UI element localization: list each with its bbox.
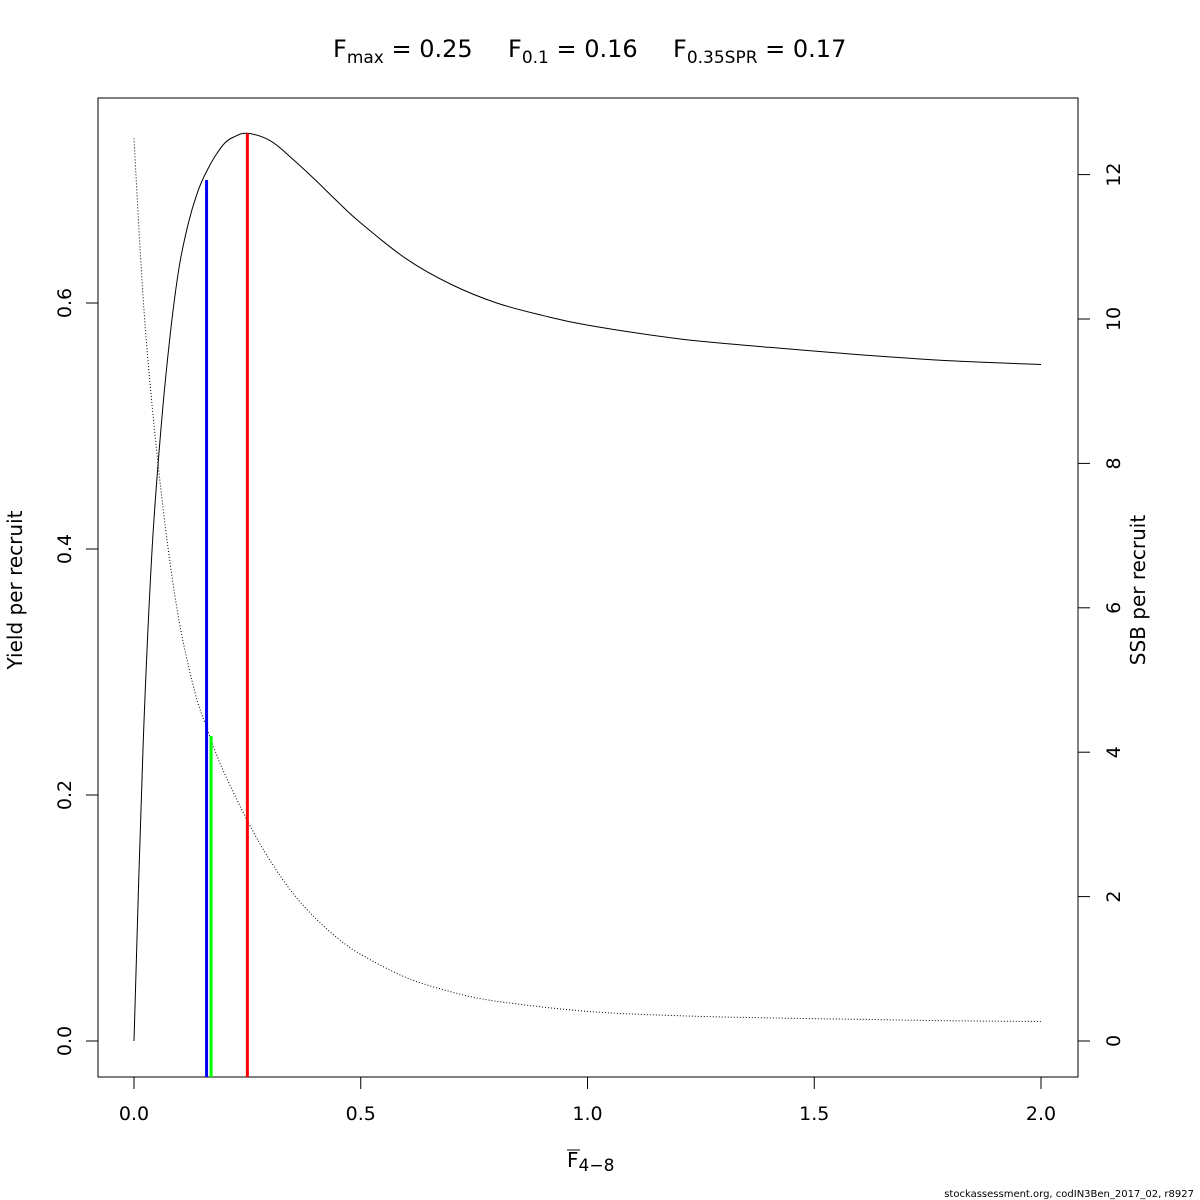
title-fspr: F0.35SPR = 0.17: [673, 35, 846, 68]
y-right-tick-label: 2: [1103, 891, 1125, 903]
y-right-tick-label: 0: [1103, 1035, 1125, 1047]
x-tick-label: 0.5: [346, 1103, 376, 1125]
plot-frame: [97, 97, 1079, 1078]
y-right-tick-label: 4: [1103, 746, 1125, 758]
y-tick-label: 0.2: [54, 780, 76, 810]
x-axis-title: F4−8: [567, 1148, 614, 1176]
y-tick-label: 0.4: [54, 534, 76, 564]
reference-lines: [205, 133, 249, 1077]
x-tick-label: 0.0: [119, 1103, 149, 1125]
y-right-tick-label: 10: [1103, 307, 1125, 331]
y-right-tick-label: 8: [1103, 457, 1125, 469]
y-tick-label: 0.0: [54, 1026, 76, 1056]
x-tick-label: 1.5: [799, 1103, 829, 1125]
yield-per-recruit-line: [133, 132, 1042, 1042]
y-axis-right-title: SSB per recruit: [1126, 515, 1150, 666]
y-axis-right: 0 2 4 6 8 10 12: [1077, 163, 1125, 1047]
title-fmax: Fmax = 0.25: [333, 35, 473, 68]
y-axis-left-title: Yield per recruit: [3, 510, 27, 670]
y-right-tick-label: 12: [1103, 163, 1125, 187]
credit-text: stockassessment.org, codIN3Ben_2017_02, …: [944, 1189, 1194, 1200]
x-tick-label: 2.0: [1026, 1103, 1056, 1125]
x-tick-label: 1.0: [572, 1103, 602, 1125]
title-f01: F0.1 = 0.16: [508, 35, 638, 68]
x-axis-title-text: F4−8: [567, 1148, 614, 1176]
x-axis: 0.0 0.5 1.0 1.5 2.0: [119, 1076, 1056, 1125]
y-tick-label: 0.6: [54, 288, 76, 318]
chart-title: Fmax = 0.25 F0.1 = 0.16 F0.35SPR = 0.17: [333, 35, 846, 68]
y-axis-left: 0.0 0.2 0.4 0.6: [54, 288, 99, 1056]
y-right-tick-label: 6: [1103, 602, 1125, 614]
ssb-per-recruit-line: [133, 138, 1042, 1022]
series-layer: [133, 132, 1042, 1042]
